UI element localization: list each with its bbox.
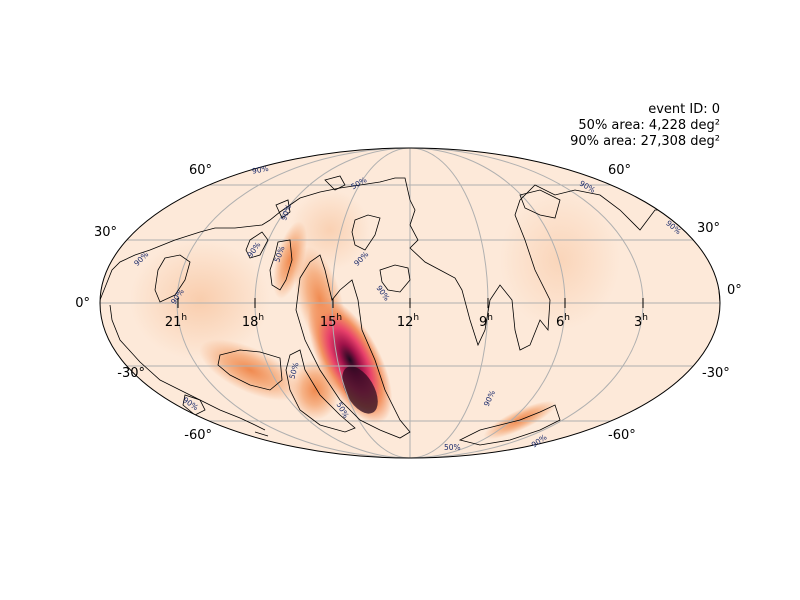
area90-text: 90% area: 27,308 deg² xyxy=(570,134,720,149)
contour-label-50-c: 50% xyxy=(287,361,300,379)
contours xyxy=(100,175,720,446)
lat-label-m30-right: -30° xyxy=(702,366,730,381)
ra-label-18h: 18h xyxy=(242,313,264,330)
lat-label-30-right: 30° xyxy=(697,221,720,236)
ra-label-21h: 21h xyxy=(165,313,187,330)
lat-label-m60-right: -60° xyxy=(608,428,636,443)
contour-label-50-e: 50% xyxy=(444,443,461,452)
ra-label-6h: 6h xyxy=(556,313,570,330)
lat-label-60-left: 60° xyxy=(189,163,212,178)
latitude-labels: 60° 60° 30° 30° 0° 0° -30° -30° -60° -60… xyxy=(75,163,742,443)
ra-ticks xyxy=(177,298,644,308)
sky-boundary xyxy=(99,147,721,459)
lat-label-0-right: 0° xyxy=(727,283,742,298)
ra-label-12h: 12h xyxy=(397,313,419,330)
lat-label-0-left: 0° xyxy=(75,296,90,311)
ra-label-15h: 15h xyxy=(320,313,342,330)
ra-labels: 21h 18h 15h 12h 9h 6h 3h xyxy=(165,313,648,330)
lat-label-m60-left: -60° xyxy=(184,428,212,443)
ra-label-3h: 3h xyxy=(634,313,648,330)
area50-text: 50% area: 4,228 deg² xyxy=(578,118,720,133)
event-id-text: event ID: 0 xyxy=(648,102,720,117)
ra-label-9h: 9h xyxy=(479,313,493,330)
lat-label-30-left: 30° xyxy=(94,225,117,240)
lat-label-m30-left: -30° xyxy=(117,366,145,381)
lat-label-60-right: 60° xyxy=(608,163,631,178)
event-info: event ID: 0 50% area: 4,228 deg² 90% are… xyxy=(570,102,720,150)
contour-label-90-a: 90% xyxy=(251,164,269,176)
